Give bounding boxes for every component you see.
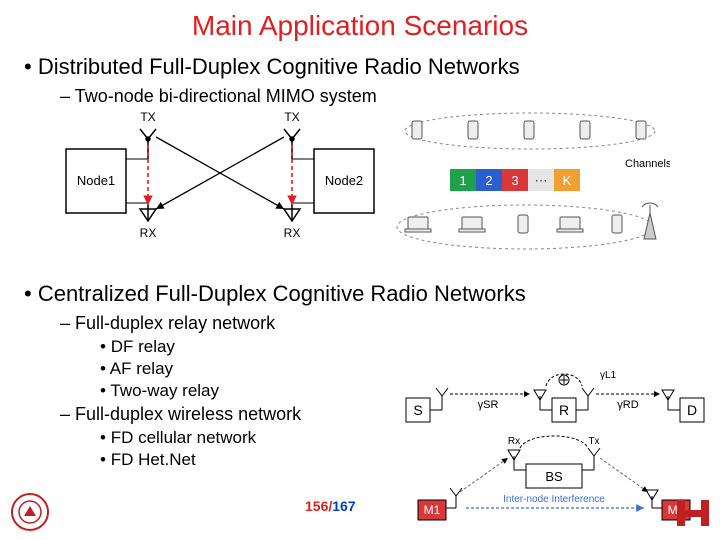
svg-text:⋯: ⋯: [535, 173, 548, 188]
bullet-centralized: Centralized Full-Duplex Cognitive Radio …: [0, 277, 720, 311]
mimo-rx-label: RX: [140, 226, 157, 240]
bullet-df-relay: DF relay: [0, 336, 720, 358]
mimo-node2-label: Node2: [325, 173, 363, 188]
svg-text:K: K: [563, 173, 572, 188]
mimo-tx-label: TX: [140, 110, 155, 124]
university-seal-icon: [10, 492, 50, 532]
svg-text:1: 1: [459, 173, 466, 188]
uh-logo-icon: [674, 494, 712, 532]
channels-diagram: Channels 1 2 3 ⋯ K: [390, 109, 670, 259]
mimo-diagram: Node1 Node2: [60, 109, 380, 259]
svg-text:M1: M1: [424, 503, 441, 517]
svg-text:R: R: [559, 402, 569, 418]
relay-diagram: S R D γSR γRD γL1 BS Rx Tx M1 M2 Inter-n…: [400, 370, 710, 530]
slide-title: Main Application Scenarios: [0, 0, 720, 50]
page-number: 156/167: [305, 498, 356, 514]
laptop-icon: [405, 217, 583, 232]
rx-antenna-icon: [140, 203, 156, 221]
svg-text:γRD: γRD: [617, 399, 638, 411]
svg-text:D: D: [687, 402, 697, 418]
svg-text:2: 2: [485, 173, 492, 188]
svg-text:3: 3: [511, 173, 518, 188]
diagram-row: Node1 Node2: [0, 109, 720, 259]
svg-text:γL1: γL1: [600, 370, 617, 381]
basestation-icon: [642, 203, 658, 239]
rx-antenna-icon: [284, 203, 300, 221]
svg-text:S: S: [413, 402, 422, 418]
channels-label: Channels: [625, 158, 670, 170]
mimo-node1-label: Node1: [77, 173, 115, 188]
svg-text:γSR: γSR: [478, 399, 499, 411]
bullet-two-node: Two-node bi-directional MIMO system: [0, 84, 720, 109]
svg-text:Inter-node Interference: Inter-node Interference: [503, 494, 605, 505]
bullet-distributed: Distributed Full-Duplex Cognitive Radio …: [0, 50, 720, 84]
channel-boxes: 1 2 3 ⋯ K: [450, 169, 580, 191]
svg-text:BS: BS: [545, 469, 563, 484]
mimo-tx-label: TX: [284, 110, 299, 124]
mimo-rx-label: RX: [284, 226, 301, 240]
svg-text:Tx: Tx: [588, 436, 599, 447]
bullet-relay-network: Full-duplex relay network: [0, 311, 720, 336]
svg-text:Rx: Rx: [508, 436, 520, 447]
